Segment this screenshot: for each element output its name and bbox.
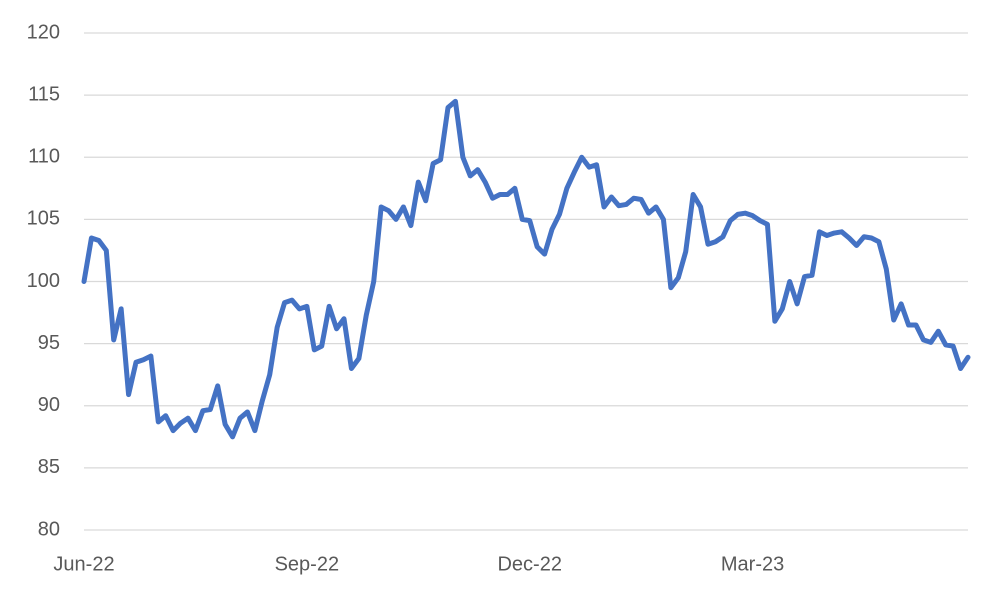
y-tick-label: 115 [28,83,60,105]
line-series [81,98,971,440]
y-tick-label: 105 [27,208,60,230]
x-tick-label: Mar-23 [721,553,784,575]
y-tick-label: 95 [38,332,60,354]
y-tick-label: 90 [38,394,60,416]
y-tick-label: 110 [28,146,60,168]
x-tick-label: Sep-22 [275,553,340,575]
y-tick-label: 80 [38,518,60,540]
y-tick-label: 100 [27,270,60,292]
x-tick-label: Jun-22 [53,553,114,575]
x-tick-label: Dec-22 [497,553,561,575]
y-tick-label: 120 [27,21,60,43]
y-tick-label: 85 [38,456,60,478]
